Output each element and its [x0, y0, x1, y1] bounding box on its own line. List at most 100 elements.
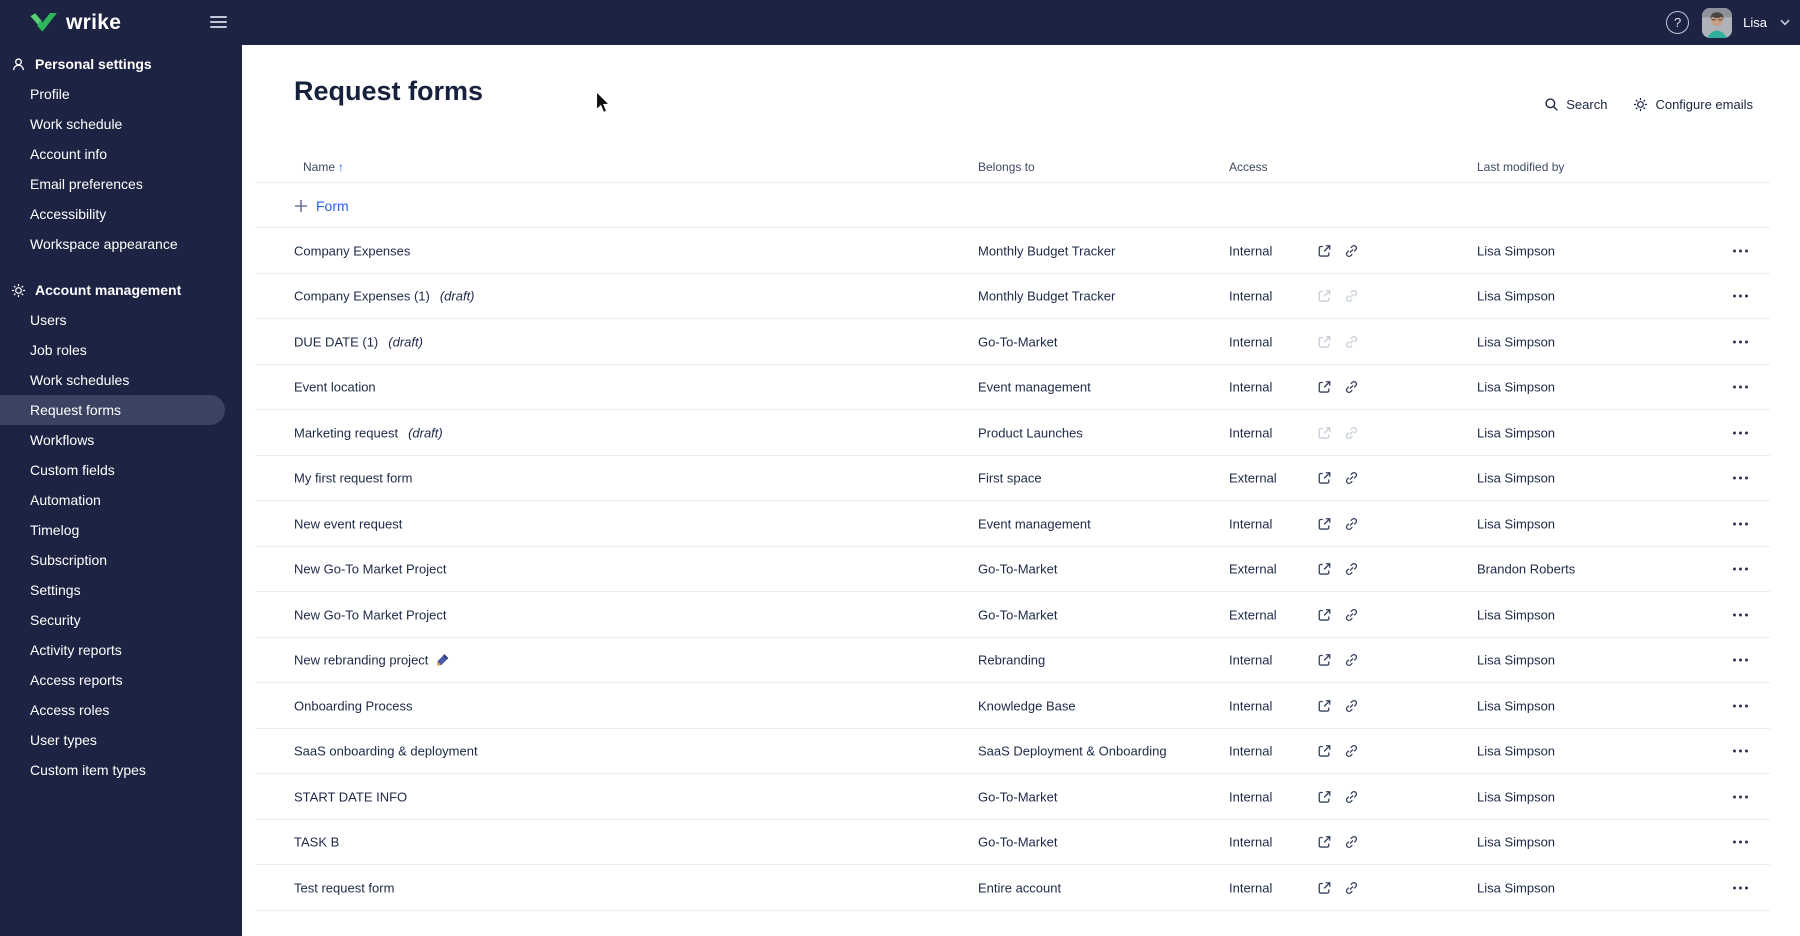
sidebar-item-workspace-appearance[interactable]: Workspace appearance: [30, 236, 178, 252]
form-name[interactable]: New Go-To Market Project: [294, 562, 446, 577]
row-menu-ellipsis-icon[interactable]: [1731, 382, 1750, 393]
user-name[interactable]: Lisa: [1743, 15, 1767, 30]
table-row[interactable]: New rebranding project Rebranding Internal…: [242, 638, 1800, 684]
form-name[interactable]: Company Expenses (1) (draft): [294, 289, 475, 304]
row-menu-ellipsis-icon[interactable]: [1731, 655, 1750, 666]
sidebar-item-access-reports[interactable]: Access reports: [30, 672, 123, 688]
form-name[interactable]: DUE DATE (1) (draft): [294, 334, 423, 349]
form-name[interactable]: Event location: [294, 380, 376, 395]
form-name[interactable]: SaaS onboarding & deployment: [294, 744, 478, 759]
table-row[interactable]: Test request form Entire account Internal L…: [242, 865, 1800, 911]
column-header-last-modified-by[interactable]: Last modified by: [1477, 159, 1565, 174]
row-menu-ellipsis-icon[interactable]: [1731, 245, 1750, 256]
sidebar-item-settings[interactable]: Settings: [30, 582, 81, 598]
row-menu-ellipsis-icon[interactable]: [1731, 473, 1750, 484]
sidebar-item-account-info[interactable]: Account info: [30, 146, 108, 162]
table-row[interactable]: START DATE INFO Go-To-Market Internal Lisa …: [242, 774, 1800, 820]
form-name[interactable]: TASK B: [294, 835, 339, 850]
table-row[interactable]: SaaS onboarding & deployment SaaS Deploym…: [242, 729, 1800, 775]
form-name[interactable]: Test request form: [294, 880, 394, 895]
configure-emails-button[interactable]: Configure emails: [1633, 97, 1753, 112]
sidebar-item-job-roles[interactable]: Job roles: [30, 342, 87, 358]
row-menu-ellipsis-icon[interactable]: [1731, 336, 1750, 347]
link-icon[interactable]: [1344, 744, 1359, 759]
sidebar-item-subscription[interactable]: Subscription: [30, 552, 108, 568]
link-icon[interactable]: [1344, 607, 1359, 622]
link-icon[interactable]: [1344, 562, 1359, 577]
external-link-icon[interactable]: [1317, 789, 1332, 804]
form-name[interactable]: New event request: [294, 516, 402, 531]
row-menu-ellipsis-icon[interactable]: [1731, 882, 1750, 893]
sidebar-item-accessibility[interactable]: Accessibility: [30, 206, 107, 222]
external-link-icon[interactable]: [1317, 698, 1332, 713]
external-link-icon[interactable]: [1317, 744, 1332, 759]
sidebar-item-automation[interactable]: Automation: [30, 492, 101, 508]
sidebar-item-custom-fields[interactable]: Custom fields: [30, 462, 115, 478]
avatar[interactable]: [1702, 7, 1733, 38]
form-name[interactable]: My first request form: [294, 471, 412, 486]
row-menu-ellipsis-icon[interactable]: [1731, 518, 1750, 529]
external-link-icon[interactable]: [1317, 562, 1332, 577]
external-link-icon[interactable]: [1317, 243, 1332, 258]
row-menu-ellipsis-icon[interactable]: [1731, 427, 1750, 438]
help-icon[interactable]: ?: [1666, 11, 1690, 34]
sidebar-item-email-preferences[interactable]: Email preferences: [30, 176, 143, 192]
sidebar-item-workflows[interactable]: Workflows: [30, 432, 95, 448]
form-name[interactable]: New rebranding project: [294, 653, 450, 668]
link-icon[interactable]: [1344, 835, 1359, 850]
table-row[interactable]: Company Expenses Monthly Budget Tracker In…: [242, 228, 1800, 274]
external-link-icon[interactable]: [1317, 607, 1332, 622]
table-row[interactable]: My first request form First space External…: [242, 456, 1800, 502]
external-link-icon[interactable]: [1317, 880, 1332, 895]
column-header-access[interactable]: Access: [1229, 159, 1268, 174]
link-icon[interactable]: [1344, 380, 1359, 395]
link-icon[interactable]: [1344, 516, 1359, 531]
table-row[interactable]: Event location Event management Internal Li…: [242, 365, 1800, 411]
row-menu-ellipsis-icon[interactable]: [1731, 746, 1750, 757]
table-row[interactable]: Onboarding Process Knowledge Base Internal…: [242, 683, 1800, 729]
link-icon[interactable]: [1344, 880, 1359, 895]
row-menu-ellipsis-icon[interactable]: [1731, 837, 1750, 848]
add-form-button[interactable]: Form: [294, 198, 349, 214]
form-name[interactable]: Onboarding Process: [294, 698, 413, 713]
sidebar-item-work-schedules[interactable]: Work schedules: [30, 372, 130, 388]
form-name[interactable]: New Go-To Market Project: [294, 607, 446, 622]
search-button[interactable]: Search: [1544, 97, 1607, 112]
form-name[interactable]: Company Expenses: [294, 243, 410, 258]
link-icon[interactable]: [1344, 243, 1359, 258]
row-menu-ellipsis-icon[interactable]: [1731, 564, 1750, 575]
row-menu-ellipsis-icon[interactable]: [1731, 700, 1750, 711]
external-link-icon[interactable]: [1317, 516, 1332, 531]
column-header-belongs-to[interactable]: Belongs to: [978, 159, 1035, 174]
sidebar-item-custom-item-types[interactable]: Custom item types: [30, 762, 146, 778]
external-link-icon[interactable]: [1317, 653, 1332, 668]
table-row[interactable]: Company Expenses (1) (draft) Monthly Budge…: [242, 274, 1800, 320]
table-row[interactable]: DUE DATE (1) (draft) Go-To-Market Internal L…: [242, 319, 1800, 365]
column-header-name[interactable]: Name ↑: [303, 159, 345, 174]
sidebar-item-profile[interactable]: Profile: [30, 86, 70, 102]
form-name[interactable]: Marketing request (draft): [294, 425, 443, 440]
link-icon[interactable]: [1344, 789, 1359, 804]
form-name[interactable]: START DATE INFO: [294, 789, 407, 804]
chevron-down-icon[interactable]: [1780, 19, 1790, 26]
link-icon[interactable]: [1344, 698, 1359, 713]
table-row[interactable]: New event request Event management Interna…: [242, 501, 1800, 547]
sidebar-item-users[interactable]: Users: [30, 312, 67, 328]
table-row[interactable]: TASK B Go-To-Market Internal Lisa Simpson: [242, 820, 1800, 866]
row-menu-ellipsis-icon[interactable]: [1731, 791, 1750, 802]
table-row[interactable]: New Go-To Market Project Go-To-Market Exte…: [242, 547, 1800, 593]
sidebar-item-user-types[interactable]: User types: [30, 732, 97, 748]
sidebar-item-access-roles[interactable]: Access roles: [30, 702, 110, 718]
table-row[interactable]: Marketing request (draft) Product Launches…: [242, 410, 1800, 456]
sidebar-item-security[interactable]: Security: [30, 612, 81, 628]
link-icon[interactable]: [1344, 471, 1359, 486]
hamburger-icon[interactable]: [210, 14, 227, 30]
wrike-logo[interactable]: wrike: [30, 0, 121, 45]
external-link-icon[interactable]: [1317, 835, 1332, 850]
sidebar-item-timelog[interactable]: Timelog: [30, 522, 80, 538]
external-link-icon[interactable]: [1317, 380, 1332, 395]
link-icon[interactable]: [1344, 653, 1359, 668]
external-link-icon[interactable]: [1317, 471, 1332, 486]
table-row[interactable]: New Go-To Market Project Go-To-Market Exte…: [242, 592, 1800, 638]
row-menu-ellipsis-icon[interactable]: [1731, 291, 1750, 302]
